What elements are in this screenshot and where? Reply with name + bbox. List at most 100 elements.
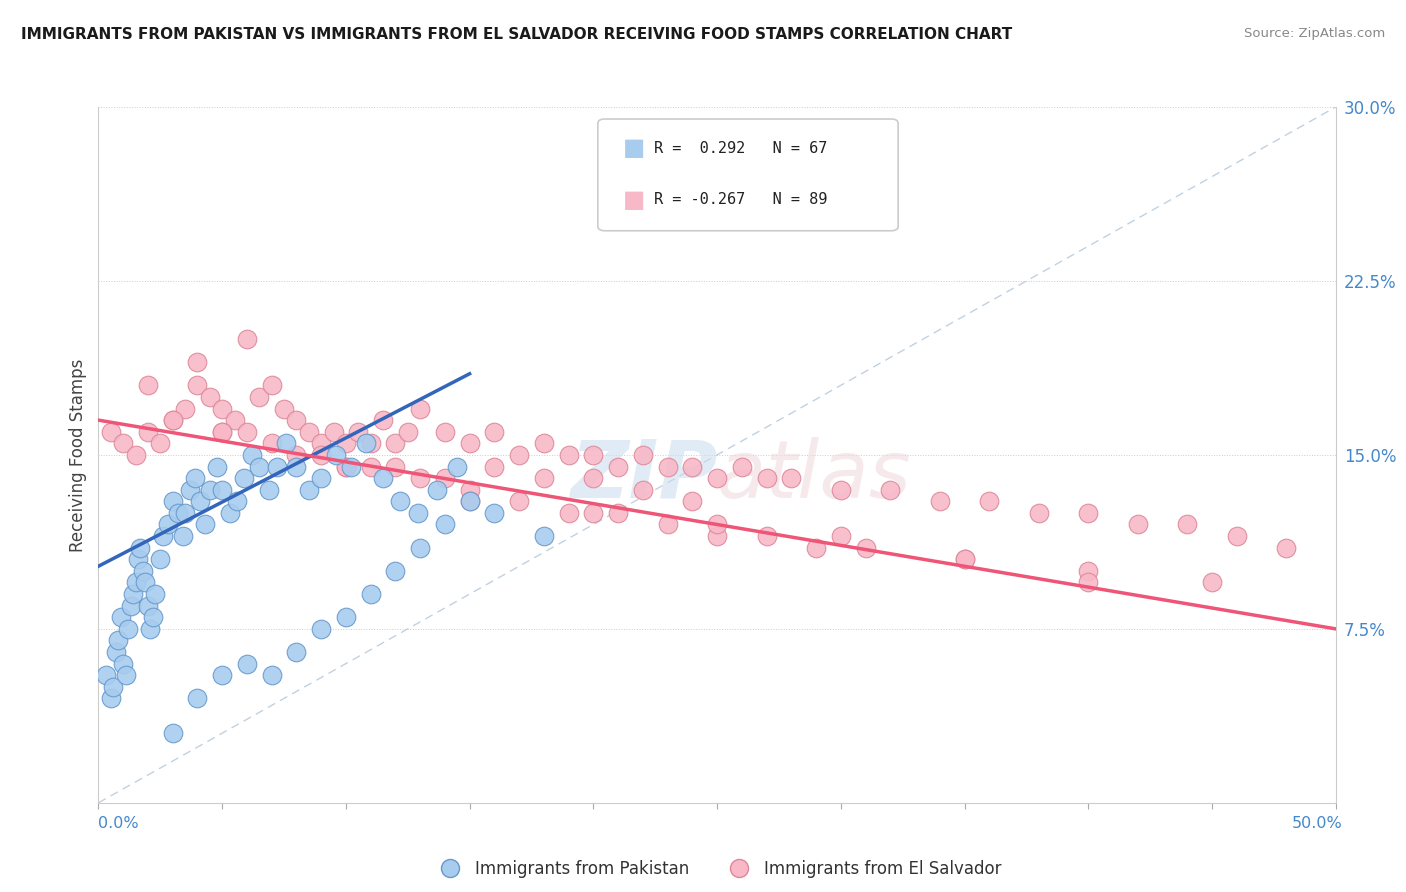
Point bbox=[211, 668, 233, 682]
Point bbox=[136, 599, 159, 613]
Point bbox=[114, 668, 136, 682]
Point bbox=[706, 471, 728, 485]
Point bbox=[285, 645, 308, 659]
Point bbox=[179, 483, 201, 497]
Point bbox=[309, 471, 332, 485]
Point bbox=[1077, 506, 1099, 520]
Point bbox=[211, 425, 233, 439]
Point bbox=[879, 483, 901, 497]
Point bbox=[354, 436, 377, 450]
Point bbox=[134, 575, 156, 590]
Point bbox=[112, 436, 135, 450]
Point bbox=[458, 483, 481, 497]
Point bbox=[132, 564, 155, 578]
Point bbox=[389, 494, 412, 508]
Point bbox=[780, 471, 803, 485]
Point bbox=[582, 506, 605, 520]
Text: R =  0.292   N = 67: R = 0.292 N = 67 bbox=[654, 141, 828, 156]
Point bbox=[1175, 517, 1198, 532]
Point bbox=[211, 425, 233, 439]
Point bbox=[557, 506, 579, 520]
Point bbox=[100, 425, 122, 439]
Point bbox=[142, 610, 165, 624]
Text: atlas: atlas bbox=[717, 437, 912, 515]
Point bbox=[607, 506, 630, 520]
Point bbox=[335, 436, 357, 450]
Point bbox=[371, 471, 394, 485]
Legend: Immigrants from Pakistan, Immigrants from El Salvador: Immigrants from Pakistan, Immigrants fro… bbox=[426, 854, 1008, 885]
Point bbox=[273, 401, 295, 416]
Text: R = -0.267   N = 89: R = -0.267 N = 89 bbox=[654, 192, 828, 207]
Point bbox=[127, 552, 149, 566]
Point bbox=[340, 459, 363, 474]
Point bbox=[458, 494, 481, 508]
Point bbox=[484, 506, 506, 520]
Point bbox=[657, 459, 679, 474]
Point bbox=[631, 483, 654, 497]
Point bbox=[247, 390, 270, 404]
Point bbox=[298, 425, 321, 439]
Point bbox=[508, 494, 530, 508]
Point bbox=[260, 668, 283, 682]
Point bbox=[174, 506, 197, 520]
Point bbox=[136, 425, 159, 439]
Point bbox=[205, 459, 228, 474]
Point bbox=[830, 483, 852, 497]
Text: Source: ZipAtlas.com: Source: ZipAtlas.com bbox=[1244, 27, 1385, 40]
Point bbox=[103, 680, 125, 694]
Text: ■: ■ bbox=[623, 136, 645, 161]
Point bbox=[582, 448, 605, 462]
Point bbox=[233, 471, 256, 485]
Point bbox=[406, 506, 429, 520]
Text: ZIP: ZIP bbox=[569, 437, 717, 515]
Point bbox=[396, 425, 419, 439]
Point bbox=[100, 691, 122, 706]
Point bbox=[731, 459, 754, 474]
Point bbox=[186, 378, 208, 392]
Point bbox=[224, 413, 246, 427]
Point bbox=[285, 413, 308, 427]
Point bbox=[433, 517, 456, 532]
Point bbox=[120, 599, 142, 613]
Point bbox=[162, 413, 184, 427]
Point bbox=[830, 529, 852, 543]
Point bbox=[325, 448, 347, 462]
Point bbox=[152, 529, 174, 543]
Point bbox=[198, 483, 221, 497]
Point bbox=[484, 425, 506, 439]
Point bbox=[322, 425, 344, 439]
Point bbox=[186, 691, 208, 706]
Point bbox=[226, 494, 249, 508]
Point bbox=[139, 622, 162, 636]
Point bbox=[94, 668, 117, 682]
Point bbox=[149, 552, 172, 566]
Point bbox=[174, 401, 197, 416]
Point bbox=[409, 541, 432, 555]
Point bbox=[309, 448, 332, 462]
Point bbox=[309, 622, 332, 636]
Point bbox=[149, 436, 172, 450]
Point bbox=[162, 726, 184, 740]
Point bbox=[706, 517, 728, 532]
Point bbox=[1028, 506, 1050, 520]
Point bbox=[211, 483, 233, 497]
Point bbox=[260, 436, 283, 450]
Point bbox=[855, 541, 877, 555]
Text: ■: ■ bbox=[623, 187, 645, 211]
Point bbox=[433, 425, 456, 439]
Point bbox=[928, 494, 950, 508]
Point bbox=[1077, 575, 1099, 590]
Point bbox=[194, 517, 217, 532]
Point bbox=[236, 332, 259, 346]
Point bbox=[458, 494, 481, 508]
Point bbox=[260, 378, 283, 392]
Point bbox=[162, 494, 184, 508]
Point bbox=[533, 529, 555, 543]
Point bbox=[124, 575, 146, 590]
Point bbox=[657, 517, 679, 532]
Point bbox=[285, 448, 308, 462]
Point bbox=[557, 448, 579, 462]
Point bbox=[198, 390, 221, 404]
Point bbox=[172, 529, 194, 543]
Point bbox=[533, 471, 555, 485]
